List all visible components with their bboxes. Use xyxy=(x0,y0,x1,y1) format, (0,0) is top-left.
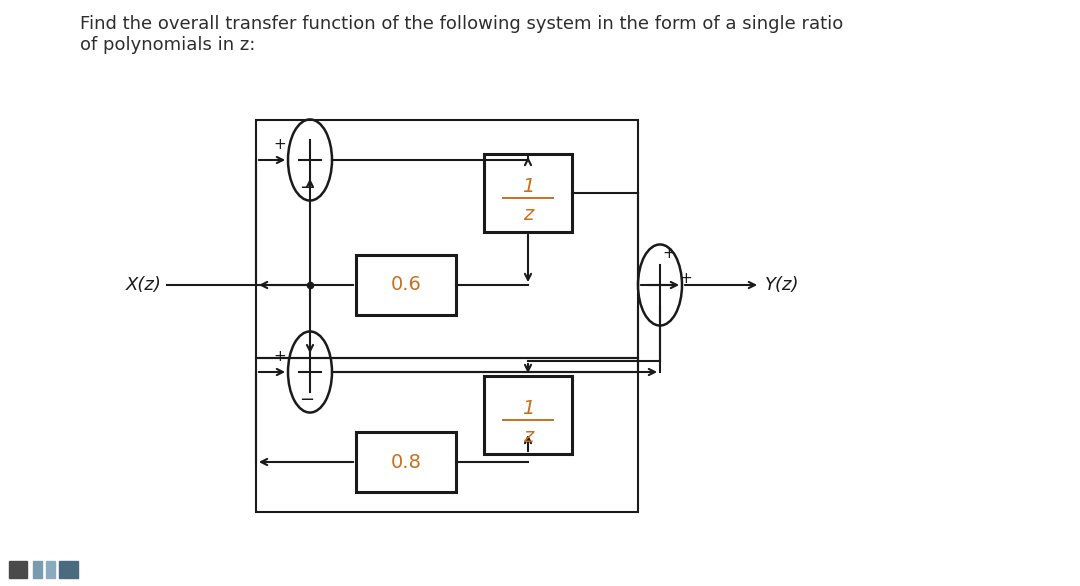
Text: 0.8: 0.8 xyxy=(391,452,421,472)
Text: Find the overall transfer function of the following system in the form of a sing: Find the overall transfer function of th… xyxy=(80,15,843,54)
Text: Y(z): Y(z) xyxy=(765,276,799,294)
Bar xyxy=(33,561,42,578)
Bar xyxy=(59,561,78,578)
Bar xyxy=(484,376,572,454)
Bar xyxy=(356,255,456,315)
Text: 0.6: 0.6 xyxy=(391,275,421,295)
Bar xyxy=(9,561,27,578)
Text: z: z xyxy=(523,205,534,224)
Text: 1: 1 xyxy=(522,399,535,418)
Text: +: + xyxy=(662,246,675,261)
Text: 1: 1 xyxy=(522,177,535,196)
Bar xyxy=(46,561,55,578)
Bar xyxy=(256,358,638,512)
Bar xyxy=(484,154,572,232)
Text: X(z): X(z) xyxy=(126,276,162,294)
Bar xyxy=(256,120,638,358)
Text: +: + xyxy=(273,137,286,152)
Text: −: − xyxy=(299,179,314,197)
Text: z: z xyxy=(523,427,534,447)
Text: +: + xyxy=(679,271,692,286)
Text: −: − xyxy=(299,391,314,408)
Bar xyxy=(356,432,456,492)
Text: +: + xyxy=(273,349,286,364)
